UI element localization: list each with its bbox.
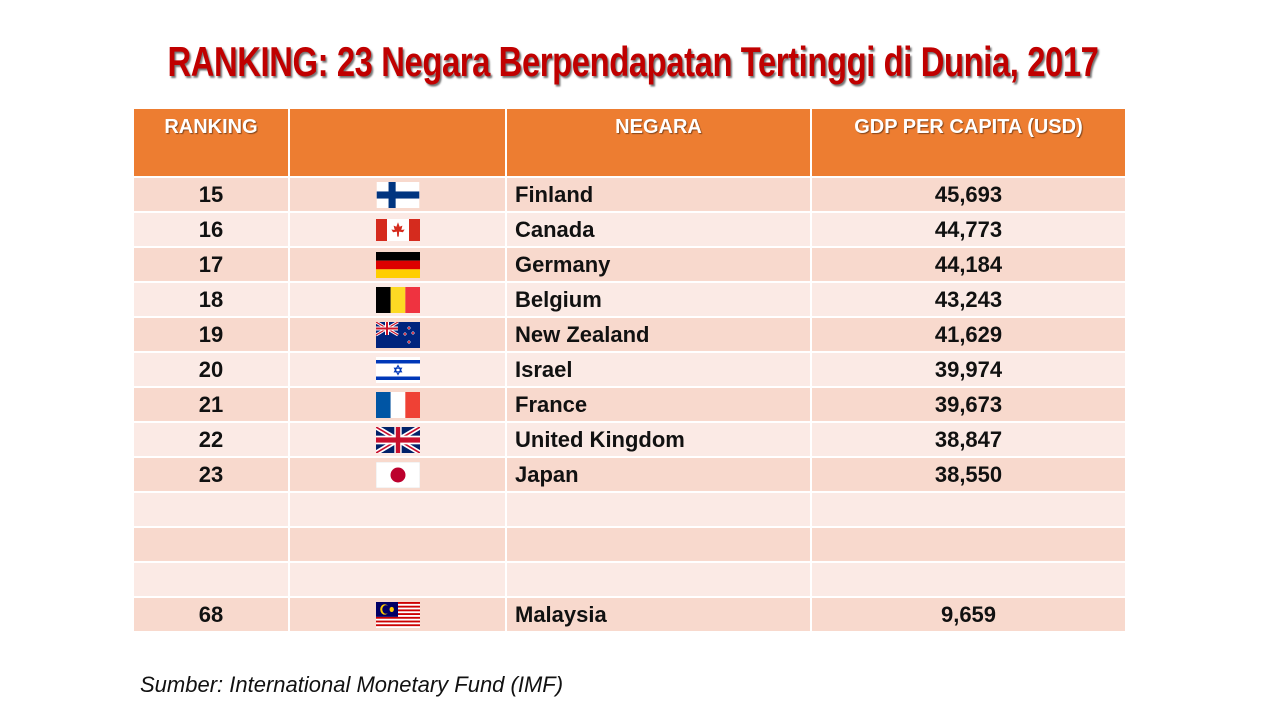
table-row: 22 United Kingdom 38,847 bbox=[132, 421, 1127, 458]
table-row: 68 Malaysia 9,659 bbox=[132, 596, 1127, 633]
source-note: Sumber: International Monetary Fund (IMF… bbox=[140, 672, 564, 697]
header-ranking: RANKING bbox=[132, 107, 290, 178]
gdp-cell: 44,184 bbox=[810, 246, 1127, 283]
country-name: United Kingdom bbox=[515, 426, 685, 452]
country-name: Finland bbox=[515, 181, 594, 207]
gdp-cell: 38,847 bbox=[810, 421, 1127, 458]
france-flag-icon bbox=[375, 392, 420, 419]
rank-cell: 15 bbox=[132, 176, 290, 213]
table-row-empty bbox=[132, 491, 1127, 528]
gdp-cell: 44,773 bbox=[810, 211, 1127, 248]
header-gdp: GDP PER CAPITA (USD) bbox=[810, 107, 1127, 178]
gdp-cell: 45,693 bbox=[810, 176, 1127, 213]
table-row-empty bbox=[132, 561, 1127, 598]
table-row-empty bbox=[132, 526, 1127, 563]
header-flag bbox=[288, 107, 507, 178]
rank-cell: 19 bbox=[132, 316, 290, 353]
header-country: NEGARA bbox=[505, 107, 812, 178]
rank-cell: 16 bbox=[132, 211, 290, 248]
table-row: 15 Finland 45,693 bbox=[132, 176, 1127, 213]
country-name: Malaysia bbox=[515, 601, 607, 627]
table-row: 20 Israel 39,974 bbox=[132, 351, 1127, 388]
germany-flag-icon bbox=[375, 252, 420, 279]
finland-flag-icon bbox=[376, 182, 420, 209]
table-row: 19 New Zealand 41,629 bbox=[132, 316, 1127, 353]
united-kingdom-flag-icon bbox=[375, 427, 420, 454]
gdp-cell: 39,974 bbox=[810, 351, 1127, 388]
gdp-cell: 41,629 bbox=[810, 316, 1127, 353]
rank-cell: 23 bbox=[132, 456, 290, 493]
table-row: 18 Belgium 43,243 bbox=[132, 281, 1127, 318]
country-name: France bbox=[515, 391, 588, 417]
gdp-cell: 39,673 bbox=[810, 386, 1127, 423]
rank-cell: 17 bbox=[132, 246, 290, 283]
ranking-table: RANKING NEGARA GDP PER CAPITA (USD) 15 F… bbox=[132, 107, 1127, 633]
table-row: 21 France 39,673 bbox=[132, 386, 1127, 423]
gdp-cell: 43,243 bbox=[810, 281, 1127, 318]
canada-flag-icon bbox=[375, 217, 420, 243]
israel-flag-icon bbox=[375, 357, 420, 384]
new-zealand-flag-icon bbox=[375, 322, 420, 349]
rank-cell: 22 bbox=[132, 421, 290, 458]
japan-flag-icon bbox=[375, 462, 420, 489]
country-name: Israel bbox=[515, 356, 573, 382]
gdp-cell: 9,659 bbox=[810, 596, 1127, 633]
country-name: Belgium bbox=[515, 286, 602, 312]
table-row: 16 Canada 44,773 bbox=[132, 211, 1127, 248]
country-name: New Zealand bbox=[515, 321, 650, 347]
rank-cell: 68 bbox=[132, 596, 290, 633]
table-row: 17 Germany 44,184 bbox=[132, 246, 1127, 283]
country-name: Canada bbox=[515, 216, 595, 242]
table-row: 23 Japan 38,550 bbox=[132, 456, 1127, 493]
malaysia-flag-icon bbox=[375, 602, 420, 629]
belgium-flag-icon bbox=[375, 287, 420, 314]
rank-cell: 18 bbox=[132, 281, 290, 318]
table-header-row: RANKING NEGARA GDP PER CAPITA (USD) bbox=[132, 107, 1127, 178]
country-name: Japan bbox=[515, 461, 579, 487]
page-title: RANKING: 23 Negara Berpendapatan Terting… bbox=[167, 38, 1099, 85]
gdp-cell: 38,550 bbox=[810, 456, 1127, 493]
rank-cell: 20 bbox=[132, 351, 290, 388]
country-name: Germany bbox=[515, 251, 611, 277]
rank-cell: 21 bbox=[132, 386, 290, 423]
